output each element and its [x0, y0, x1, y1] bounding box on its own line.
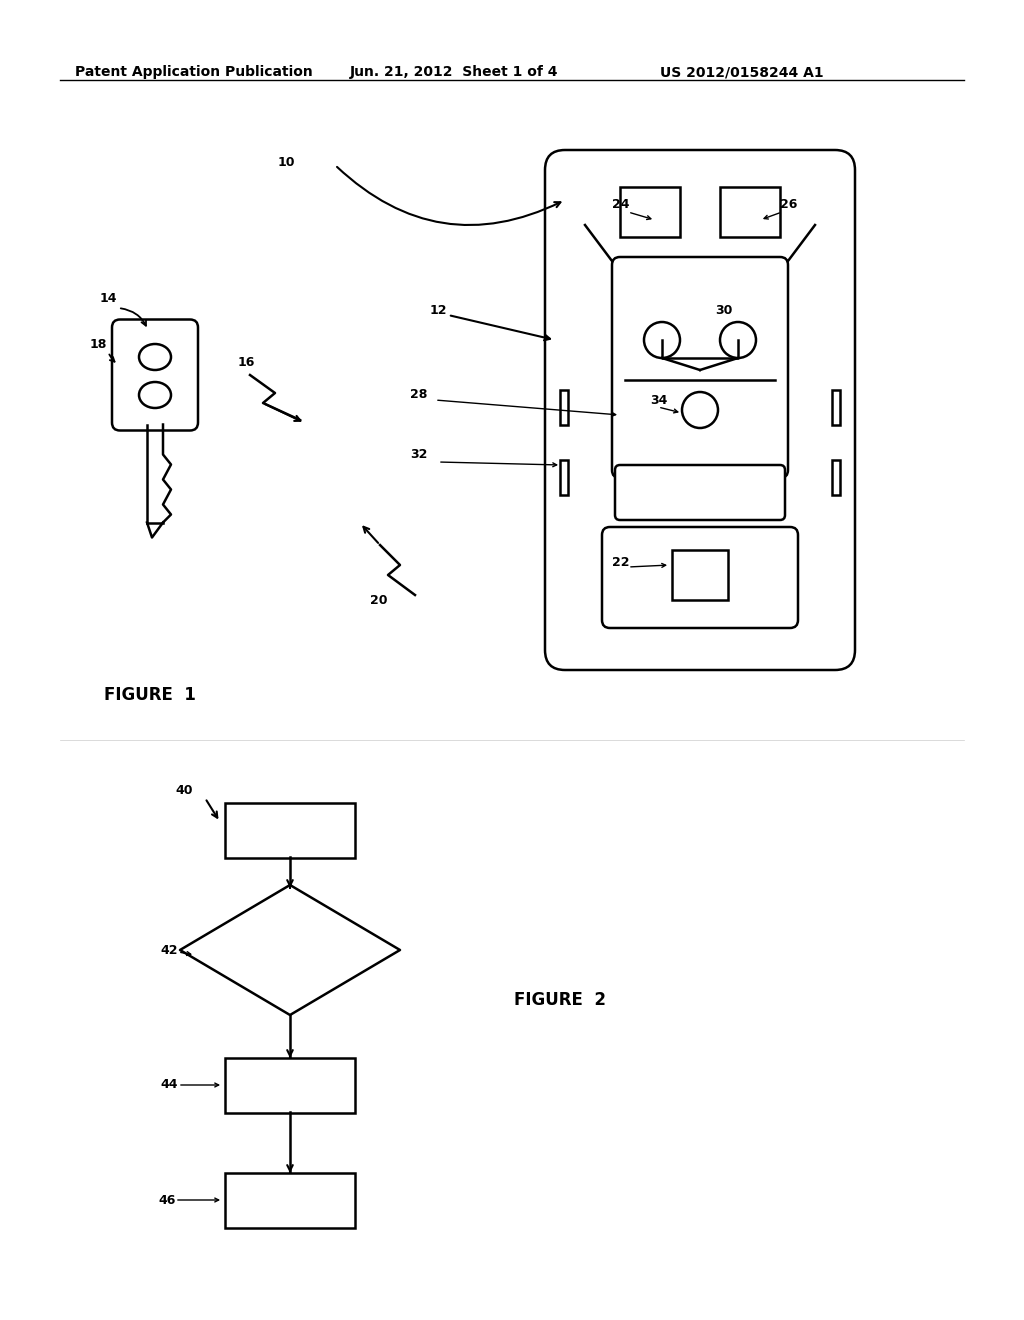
Text: 18: 18: [90, 338, 108, 351]
Bar: [225, 1173, 355, 1228]
Text: 32: 32: [410, 449, 427, 462]
FancyBboxPatch shape: [112, 319, 198, 430]
Bar: [560, 459, 568, 495]
Text: US 2012/0158244 A1: US 2012/0158244 A1: [660, 65, 823, 79]
FancyBboxPatch shape: [612, 257, 788, 478]
FancyBboxPatch shape: [615, 465, 785, 520]
Bar: [831, 459, 840, 495]
Text: 42: 42: [160, 944, 177, 957]
Text: Jun. 21, 2012  Sheet 1 of 4: Jun. 21, 2012 Sheet 1 of 4: [350, 65, 558, 79]
Bar: [225, 803, 355, 858]
Bar: [672, 550, 728, 601]
Text: 22: 22: [612, 557, 630, 569]
FancyBboxPatch shape: [602, 527, 798, 628]
Text: FIGURE  2: FIGURE 2: [514, 991, 606, 1008]
Text: 30: 30: [715, 304, 732, 317]
Text: 20: 20: [370, 594, 387, 606]
Text: 16: 16: [238, 355, 255, 368]
Bar: [831, 389, 840, 425]
Text: 12: 12: [430, 304, 447, 317]
Text: 44: 44: [160, 1078, 177, 1092]
Text: 24: 24: [612, 198, 630, 211]
Bar: [620, 187, 680, 238]
Text: 26: 26: [780, 198, 798, 211]
Text: 14: 14: [100, 292, 118, 305]
Bar: [225, 1059, 355, 1113]
FancyBboxPatch shape: [545, 150, 855, 671]
Text: 40: 40: [175, 784, 193, 796]
Text: Patent Application Publication: Patent Application Publication: [75, 65, 312, 79]
Ellipse shape: [139, 345, 171, 370]
Bar: [720, 187, 780, 238]
Text: 28: 28: [410, 388, 427, 401]
Text: 34: 34: [650, 393, 668, 407]
Text: FIGURE  1: FIGURE 1: [104, 686, 196, 704]
Bar: [560, 389, 568, 425]
Ellipse shape: [139, 381, 171, 408]
Text: 10: 10: [278, 156, 296, 169]
Text: 46: 46: [158, 1193, 175, 1206]
